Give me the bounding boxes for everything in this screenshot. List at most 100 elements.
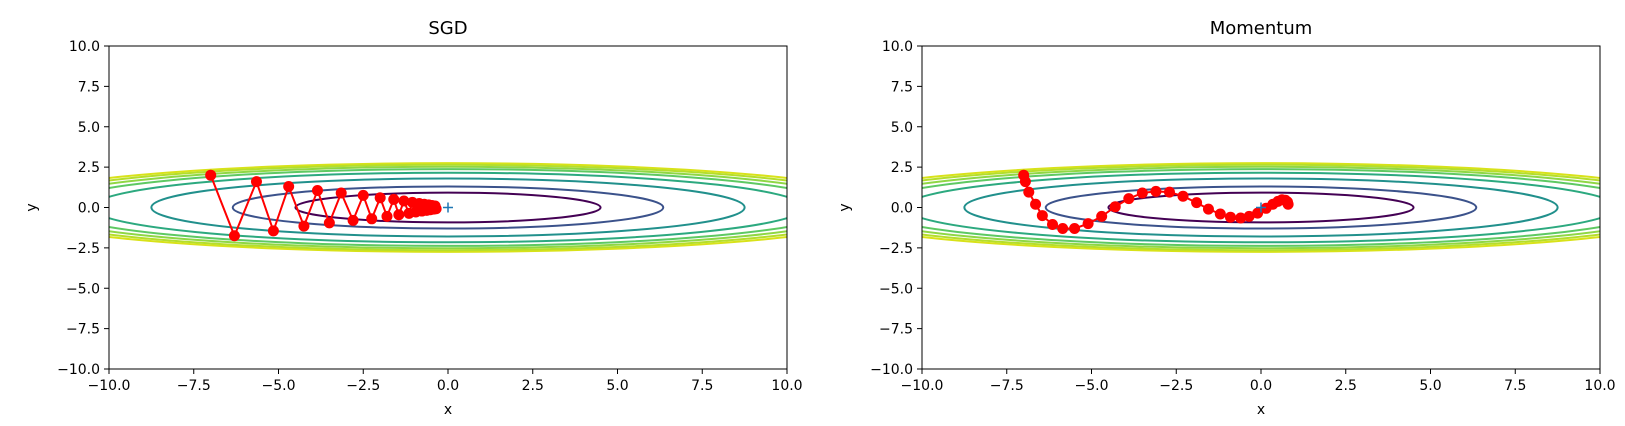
y-tick-label: 7.5 bbox=[891, 79, 913, 95]
path-point bbox=[388, 193, 400, 205]
subplot-0: −10.0 −7.5 −5.0 −2.5 0.0 2.5 5.0 7.5 10.0 10.0 7.5… bbox=[24, 18, 803, 418]
path-point bbox=[1123, 193, 1135, 205]
y-tick-label: −5.0 bbox=[879, 281, 913, 297]
x-tick-label: −5.0 bbox=[262, 378, 296, 394]
path-point bbox=[1191, 197, 1203, 209]
path-point bbox=[1224, 211, 1236, 223]
x-tick-label: 10.0 bbox=[1584, 378, 1615, 394]
y-tick-label: −10.0 bbox=[57, 362, 100, 378]
path-point bbox=[347, 214, 359, 226]
path-point bbox=[1030, 198, 1042, 210]
path-point bbox=[335, 187, 347, 199]
path-point bbox=[283, 181, 295, 193]
contour-line-3 bbox=[922, 168, 1600, 247]
contour-line-6 bbox=[231, 185, 665, 230]
y-tick-label: −2.5 bbox=[66, 241, 100, 257]
path-point bbox=[228, 230, 240, 242]
y-tick-label: −10.0 bbox=[870, 362, 913, 378]
y-tick-label: 10.0 bbox=[69, 39, 100, 55]
path-point bbox=[374, 192, 386, 204]
contour-line-3 bbox=[109, 168, 787, 247]
path-point bbox=[1019, 176, 1031, 188]
x-tick-label: 5.0 bbox=[606, 378, 628, 394]
x-tick-label: 10.0 bbox=[771, 378, 802, 394]
x-tick-label: −2.5 bbox=[346, 378, 380, 394]
y-tick-label: 2.5 bbox=[78, 160, 100, 176]
contour-line-1 bbox=[109, 163, 787, 252]
x-axis-label: x bbox=[1257, 402, 1265, 418]
x-axis-label: x bbox=[444, 402, 452, 418]
path-point bbox=[267, 225, 279, 237]
contour-line-7 bbox=[1107, 191, 1415, 224]
contour-line-5 bbox=[963, 177, 1559, 238]
path-point bbox=[1047, 218, 1059, 230]
path-point bbox=[1243, 210, 1255, 222]
contour-line-6 bbox=[1044, 185, 1478, 230]
path-point bbox=[1282, 198, 1294, 210]
path-point bbox=[205, 169, 217, 181]
y-tick-label: 7.5 bbox=[78, 79, 100, 95]
contour-line-2 bbox=[922, 165, 1600, 250]
path-point bbox=[1023, 186, 1035, 198]
path-point bbox=[1235, 212, 1247, 224]
y-tick-label: 0.0 bbox=[78, 201, 100, 217]
y-axis-label: y bbox=[24, 203, 40, 211]
path-point bbox=[357, 189, 369, 201]
y-tick-label: −7.5 bbox=[66, 322, 100, 338]
path-point bbox=[398, 195, 410, 207]
contour-line-5 bbox=[150, 177, 746, 238]
path-point bbox=[1150, 185, 1162, 197]
x-tick-label: 5.0 bbox=[1419, 378, 1441, 394]
x-tick-label: −2.5 bbox=[1159, 378, 1193, 394]
path-point bbox=[1177, 190, 1189, 202]
y-tick-label: 0.0 bbox=[891, 201, 913, 217]
x-tick-label: −7.5 bbox=[177, 378, 211, 394]
y-tick-label: −2.5 bbox=[879, 241, 913, 257]
contour-line-2 bbox=[109, 165, 787, 250]
path-point bbox=[298, 220, 310, 232]
y-tick-label: 2.5 bbox=[891, 160, 913, 176]
contour-line-0 bbox=[922, 162, 1600, 253]
path-point bbox=[1057, 222, 1069, 234]
x-tick-label: −5.0 bbox=[1075, 378, 1109, 394]
chart-title: Momentum bbox=[1210, 18, 1313, 39]
x-tick-label: −10.0 bbox=[901, 378, 944, 394]
contour-line-4 bbox=[109, 171, 787, 244]
path-point bbox=[430, 203, 442, 215]
contour-line-4 bbox=[922, 171, 1600, 244]
path-point bbox=[1214, 208, 1226, 220]
path-point bbox=[1136, 187, 1148, 199]
x-tick-label: 2.5 bbox=[1335, 378, 1357, 394]
y-tick-label: 10.0 bbox=[882, 39, 913, 55]
path-point bbox=[393, 209, 405, 221]
y-axis-label: y bbox=[837, 203, 853, 211]
path-point bbox=[1096, 210, 1108, 222]
path-point bbox=[381, 210, 393, 222]
x-tick-label: 0.0 bbox=[437, 378, 459, 394]
path-point bbox=[1109, 201, 1121, 213]
minimum-marker bbox=[443, 202, 453, 213]
x-tick-label: 7.5 bbox=[691, 378, 713, 394]
y-tick-label: −7.5 bbox=[879, 322, 913, 338]
path-point bbox=[1202, 203, 1214, 215]
subplot-1: −10.0 −7.5 −5.0 −2.5 0.0 2.5 5.0 7.5 10.0 10.0 7.5… bbox=[837, 18, 1616, 418]
path-point bbox=[1163, 186, 1175, 198]
x-tick-label: 7.5 bbox=[1504, 378, 1526, 394]
path-point bbox=[323, 217, 335, 229]
x-tick-label: −7.5 bbox=[990, 378, 1024, 394]
contour-line-1 bbox=[922, 163, 1600, 252]
contour-line-0 bbox=[109, 162, 787, 253]
y-tick-label: 5.0 bbox=[891, 120, 913, 136]
x-tick-label: −10.0 bbox=[88, 378, 131, 394]
path-point bbox=[366, 213, 378, 225]
plot-area bbox=[109, 162, 787, 253]
y-tick-label: 5.0 bbox=[78, 120, 100, 136]
minimum-marker bbox=[1256, 202, 1266, 213]
chart-title: SGD bbox=[428, 18, 467, 39]
y-tick-label: −5.0 bbox=[66, 281, 100, 297]
path-point bbox=[311, 185, 323, 197]
x-tick-label: 2.5 bbox=[522, 378, 544, 394]
path-point bbox=[1082, 218, 1094, 230]
path-point bbox=[1036, 210, 1048, 222]
